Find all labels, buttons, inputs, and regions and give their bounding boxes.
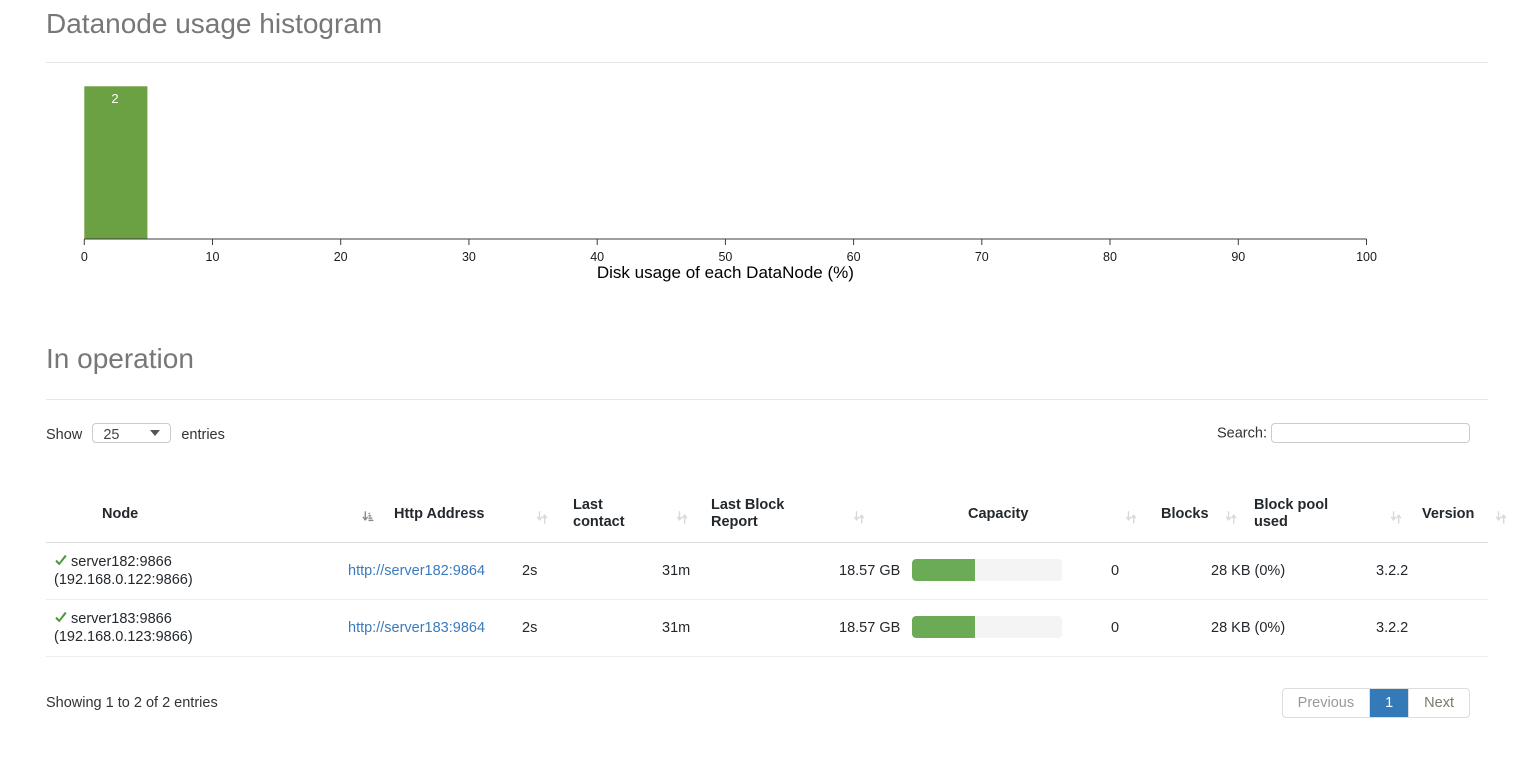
svg-text:Disk usage of each DataNode (%: Disk usage of each DataNode (%) [597,263,854,282]
svg-text:90: 90 [1231,250,1245,264]
svg-text:60: 60 [847,250,861,264]
svg-text:0: 0 [81,250,88,264]
svg-text:30: 30 [462,250,476,264]
svg-text:2: 2 [111,91,118,106]
svg-text:20: 20 [334,250,348,264]
svg-text:80: 80 [1103,250,1117,264]
svg-text:40: 40 [590,250,604,264]
svg-text:50: 50 [718,250,732,264]
svg-text:100: 100 [1356,250,1377,264]
svg-text:10: 10 [206,250,220,264]
svg-text:70: 70 [975,250,989,264]
